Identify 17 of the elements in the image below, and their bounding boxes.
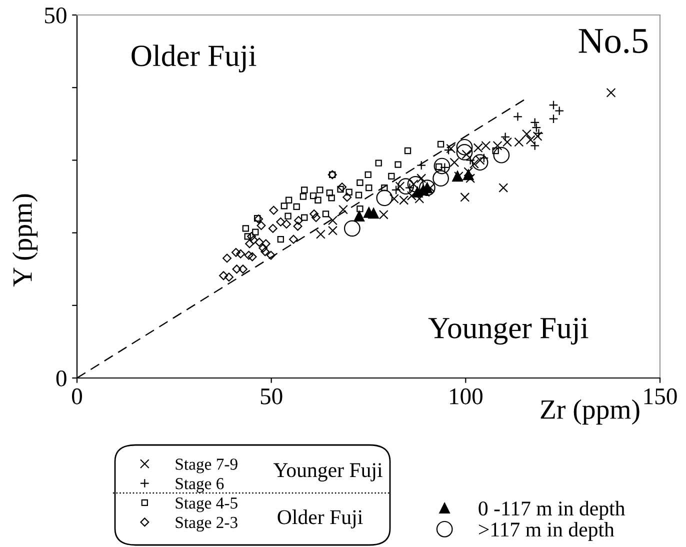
legend-label: Stage 2-3: [176, 516, 238, 532]
x-tick-label: 100: [450, 388, 482, 404]
annotation: No.5: [578, 29, 648, 54]
y-axis-title: Y (ppm): [12, 194, 38, 287]
text: Older Fuji: [278, 510, 363, 528]
annotation: Younger Fuji: [428, 318, 588, 345]
legend-label: Stage 4-5: [176, 497, 238, 512]
text: Younger Fuji: [273, 463, 382, 482]
legend-label: Stage 6: [176, 478, 224, 493]
legend-label: >117 m in depth: [478, 522, 614, 541]
legend-label: Stage 7-9: [176, 458, 238, 474]
x-tick-label: 50: [260, 388, 282, 404]
x-axis-title: Zr (ppm): [540, 399, 640, 425]
annotation: Older Fuji: [132, 44, 256, 72]
x-tick-label: 150: [644, 388, 677, 404]
x-tick-label: 0: [72, 388, 82, 404]
legend-label: 0 -117 m in depth: [478, 500, 625, 520]
